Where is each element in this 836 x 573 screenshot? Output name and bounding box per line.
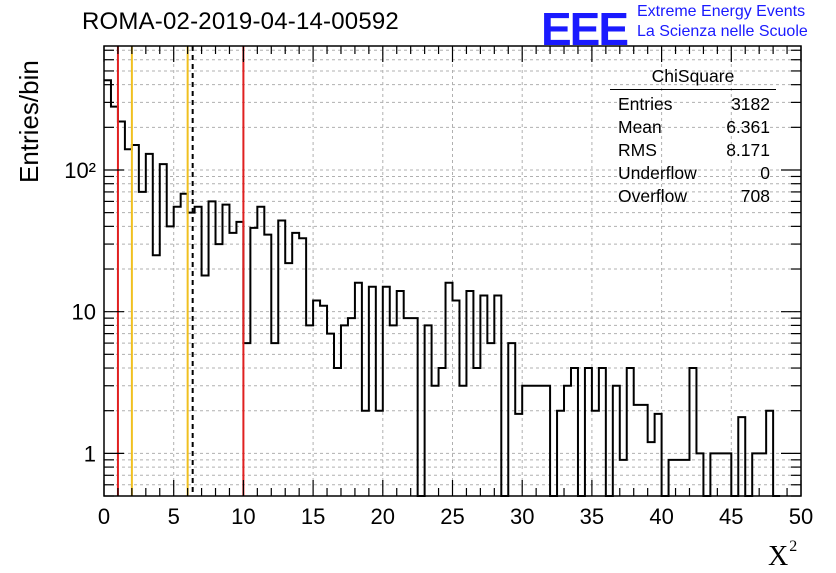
histogram-bin <box>167 226 174 496</box>
stats-row: Mean 6.361 <box>618 117 770 137</box>
histogram-bin <box>585 368 592 496</box>
y-axis-label: Entries/bin <box>14 60 44 183</box>
eee-logo-line1: Extreme Energy Events <box>637 3 806 20</box>
x-tick-label: 10 <box>231 504 255 529</box>
histogram-bin <box>529 386 536 496</box>
histogram-bin <box>118 121 125 496</box>
histogram-bin <box>411 318 418 496</box>
histogram-bin <box>432 386 439 496</box>
histogram-bin <box>278 220 285 496</box>
histogram-bin <box>285 263 292 496</box>
histogram-bin <box>564 386 571 496</box>
histogram-bin <box>327 334 334 496</box>
histogram-bin <box>466 291 473 496</box>
eee-logo-line2: La Scienza nelle Scuole <box>637 23 808 40</box>
histogram-bin <box>683 460 690 496</box>
histogram-bin <box>634 405 641 496</box>
histogram-bin <box>243 343 250 496</box>
y-tick-label: 10² <box>64 158 96 183</box>
x-tick-label: 40 <box>649 504 673 529</box>
stats-row: RMS 8.171 <box>618 140 770 160</box>
x-tick-label: 15 <box>301 504 325 529</box>
histogram-bin <box>236 222 243 496</box>
histogram-bin <box>543 386 550 496</box>
histogram-bin <box>613 386 620 496</box>
x-tick-label: 25 <box>440 504 464 529</box>
histogram-bin <box>397 291 404 496</box>
stats-row: Underflow 0 <box>618 163 770 183</box>
eee-logo: EEE <box>541 3 629 55</box>
histogram-bin <box>599 368 606 496</box>
histogram-bin <box>181 194 188 496</box>
histogram-bin <box>676 460 683 496</box>
histogram-bin <box>348 318 355 496</box>
histogram-bin <box>139 192 146 496</box>
histogram-bin <box>250 228 257 496</box>
histogram-bin <box>257 207 264 496</box>
histogram-bin <box>473 368 480 496</box>
histogram-bin <box>292 233 299 496</box>
histogram-bin <box>334 368 341 496</box>
stats-row: Overflow 708 <box>618 186 770 206</box>
histogram-bin <box>655 414 662 496</box>
x-tick-label: 5 <box>168 504 180 529</box>
histogram-bin <box>299 238 306 496</box>
histogram-bin <box>571 368 578 496</box>
histogram-bin <box>641 405 648 496</box>
histogram-outline <box>104 79 781 497</box>
histogram-bin <box>209 201 216 496</box>
histogram-bin <box>404 318 411 496</box>
histogram-bin <box>487 343 494 496</box>
x-tick-label: 35 <box>580 504 604 529</box>
histogram-bin <box>446 283 453 496</box>
histogram-bin <box>522 386 529 496</box>
histogram-bin <box>264 235 271 496</box>
histogram-bin <box>508 343 515 496</box>
histogram-bin <box>738 417 745 496</box>
histogram-bin <box>459 386 466 496</box>
histogram-bin <box>195 207 202 496</box>
stats-row: Entries 3182 <box>618 94 770 114</box>
x-tick-label: 30 <box>510 504 534 529</box>
x-tick-label: 50 <box>789 504 813 529</box>
stats-box-title: ChiSquare <box>610 66 776 90</box>
histogram-bin <box>439 368 446 496</box>
histogram-bin <box>627 368 634 496</box>
histogram-bin <box>216 244 223 496</box>
stats-box: ChiSquare Entries 3182 Mean 6.361 RMS 8.171… <box>610 66 776 208</box>
histogram-bin <box>620 460 627 496</box>
histogram-bin <box>160 164 167 496</box>
histogram-bin <box>669 460 676 496</box>
y-tick-label: 10 <box>72 300 96 325</box>
x-tick-label: 45 <box>719 504 743 529</box>
histogram-bin <box>132 145 139 496</box>
histogram-bin <box>689 368 696 496</box>
histogram-bin <box>222 205 229 496</box>
histogram-bin <box>536 386 543 496</box>
y-tick-label: 1 <box>84 441 96 466</box>
x-tick-label: 20 <box>371 504 395 529</box>
histogram-bin <box>648 442 655 496</box>
histogram-bin <box>355 283 362 496</box>
histogram-bin <box>515 414 522 496</box>
x-axis-label: X2 <box>768 538 798 572</box>
chart-title: ROMA-02-2019-04-14-00592 <box>82 8 399 35</box>
histogram-bin <box>174 207 181 496</box>
histogram-bin <box>271 343 278 496</box>
histogram-bin <box>104 80 111 496</box>
histogram-bin <box>111 107 118 496</box>
histogram-bin <box>229 233 236 496</box>
x-tick-label: 0 <box>98 504 110 529</box>
